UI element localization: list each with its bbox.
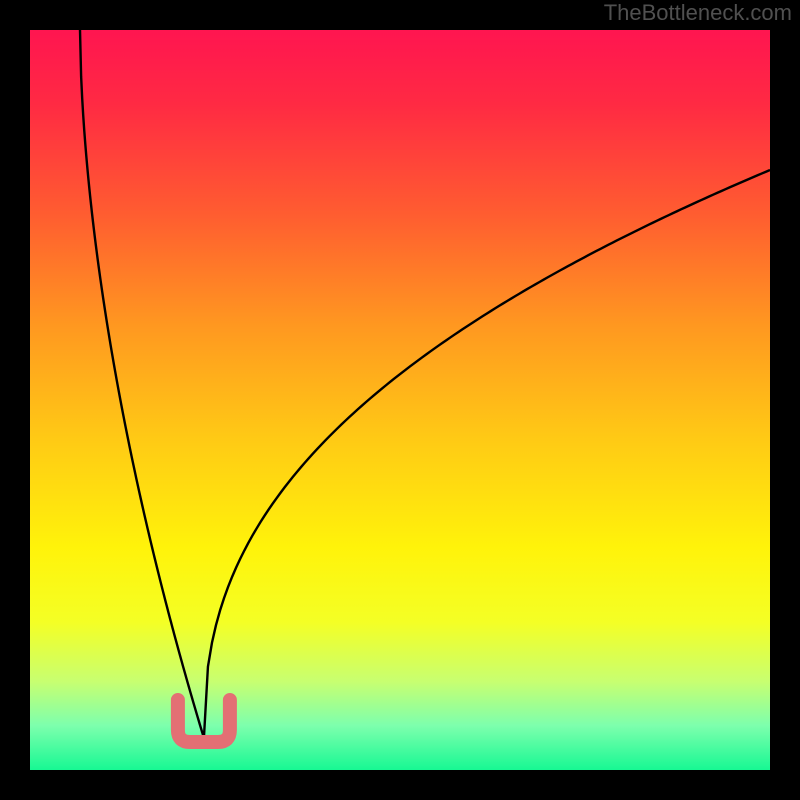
- gradient-background: [30, 30, 770, 770]
- watermark-text: TheBottleneck.com: [604, 0, 792, 26]
- chart-frame: TheBottleneck.com: [0, 0, 800, 800]
- bottleneck-curve-chart: [0, 0, 800, 800]
